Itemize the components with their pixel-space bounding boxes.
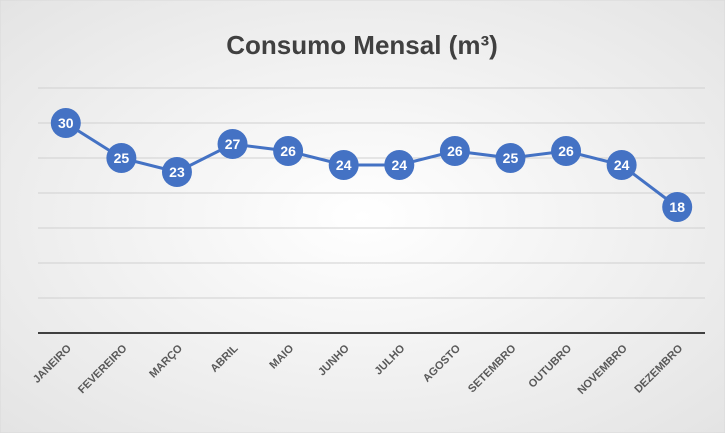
data-point [328,150,359,180]
data-point [106,143,137,173]
data-point [662,192,693,222]
data-label: 26 [447,143,463,159]
data-point [384,150,415,180]
data-label: 26 [280,143,296,159]
data-point [495,143,526,173]
data-label: 18 [669,199,685,215]
data-label: 23 [169,164,185,180]
data-label: 24 [336,157,352,173]
data-point [606,150,637,180]
data-label: 24 [392,157,408,173]
data-label: 24 [614,157,630,173]
data-label: 25 [503,150,519,166]
data-label: 30 [58,115,74,131]
data-point [439,136,470,166]
data-point [217,129,248,159]
data-point [551,136,582,166]
chart-title: Consumo Mensal (m³) [226,30,498,60]
data-point [161,157,192,187]
data-point [273,136,304,166]
data-label: 26 [558,143,574,159]
data-label: 25 [114,150,130,166]
data-label: 27 [225,136,241,152]
data-point [50,108,81,138]
